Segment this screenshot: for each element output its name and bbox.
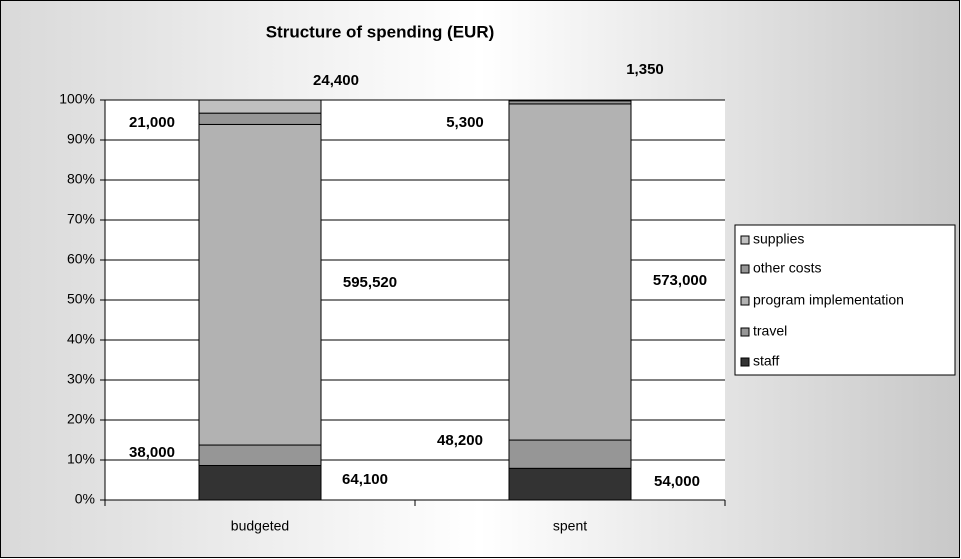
legend-label: travel xyxy=(753,323,787,339)
data-label: 21,000 xyxy=(129,114,175,131)
y-tick-label: 50% xyxy=(67,291,95,307)
legend-swatch xyxy=(740,264,750,274)
x-tick-label: budgeted xyxy=(231,518,289,534)
y-tick-label: 90% xyxy=(67,131,95,147)
legend xyxy=(734,224,956,376)
bar-segment xyxy=(508,99,632,102)
data-label: 24,400 xyxy=(313,72,359,89)
data-label: 64,100 xyxy=(342,471,388,488)
legend-swatch xyxy=(740,327,750,337)
legend-swatch xyxy=(740,296,750,306)
legend-swatch xyxy=(740,357,750,367)
y-tick-label: 10% xyxy=(67,451,95,467)
legend-label: other costs xyxy=(753,260,821,276)
y-tick-label: 70% xyxy=(67,211,95,227)
legend-label: staff xyxy=(753,353,779,369)
data-label: 573,000 xyxy=(653,272,707,289)
x-tick-label: spent xyxy=(553,518,587,534)
y-tick-label: 0% xyxy=(75,491,95,507)
data-label: 595,520 xyxy=(343,274,397,291)
bar-segment xyxy=(508,103,632,441)
data-label: 54,000 xyxy=(654,473,700,490)
data-label: 5,300 xyxy=(446,114,484,131)
y-tick-label: 40% xyxy=(67,331,95,347)
y-tick-label: 80% xyxy=(67,171,95,187)
data-label: 48,200 xyxy=(437,432,483,449)
bar-segment xyxy=(508,467,632,501)
y-tick-label: 60% xyxy=(67,251,95,267)
bar-segment xyxy=(508,439,632,469)
y-tick-label: 100% xyxy=(59,91,95,107)
y-tick-label: 30% xyxy=(67,371,95,387)
legend-label: program implementation xyxy=(753,292,904,308)
legend-label: supplies xyxy=(753,231,804,247)
data-label: 38,000 xyxy=(129,444,175,461)
chart-title: Structure of spending (EUR) xyxy=(266,22,495,41)
bar-segment xyxy=(198,112,322,125)
bar-segment xyxy=(198,123,322,446)
y-tick-label: 20% xyxy=(67,411,95,427)
data-label: 1,350 xyxy=(626,61,664,78)
bar-segment xyxy=(198,444,322,466)
legend-swatch xyxy=(740,235,750,245)
bar-segment xyxy=(198,99,322,114)
bar-segment xyxy=(198,464,322,501)
